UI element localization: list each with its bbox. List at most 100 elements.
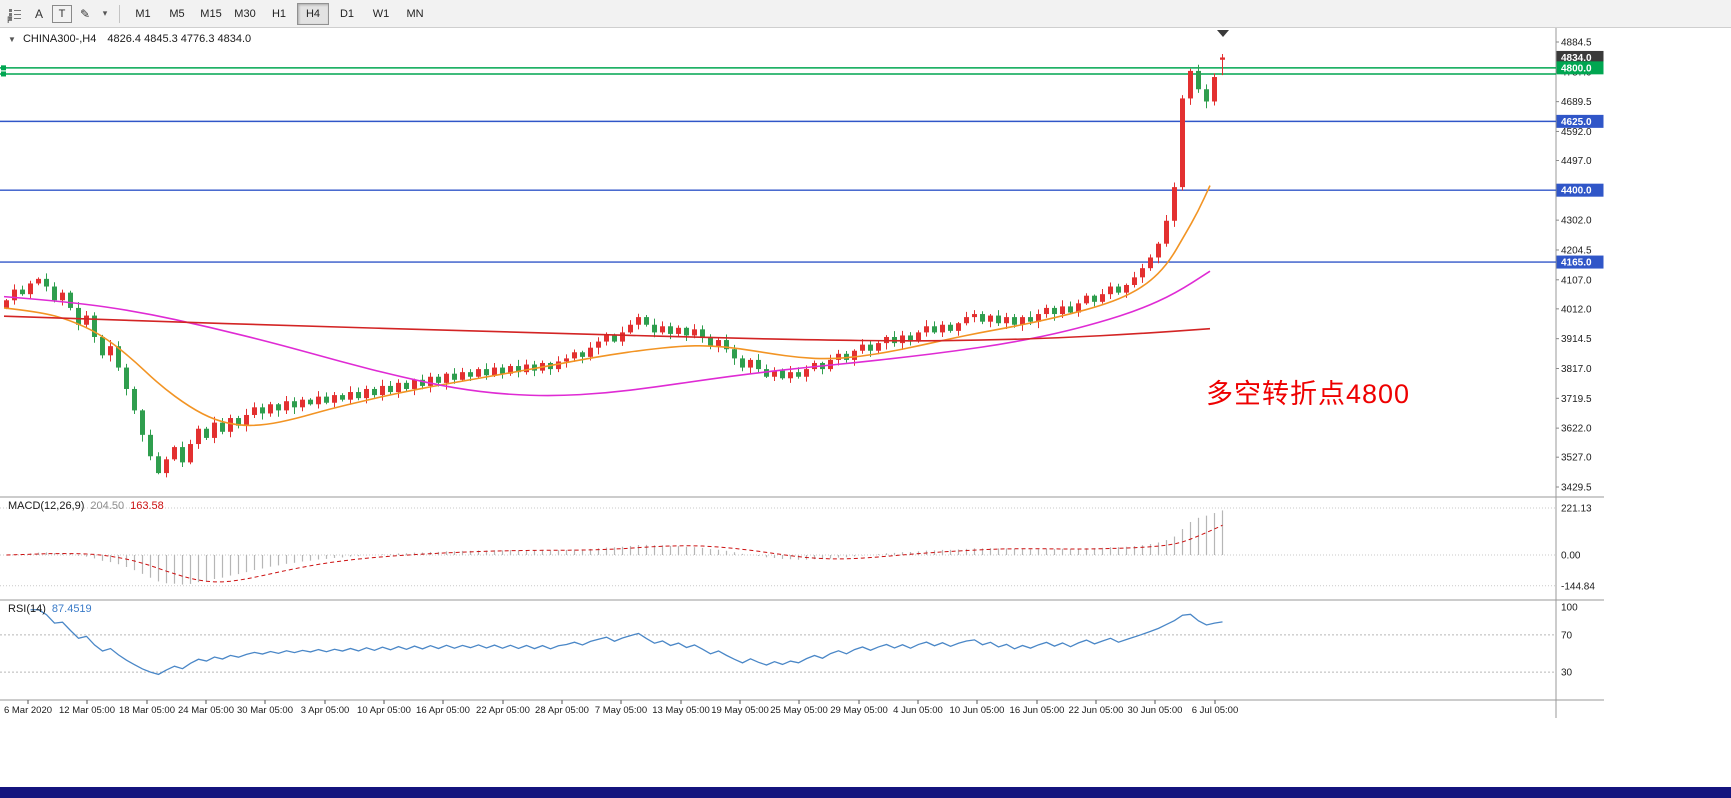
- price-scale-label: 4592.0: [1561, 127, 1592, 138]
- time-axis: 6 Mar 2020 12 Mar 05:00 18 Mar 05:00 24 Mar…: [4, 700, 1238, 716]
- price-axis: 4884.54787.04689.54592.04497.04400.04302…: [1556, 38, 1604, 494]
- price-scale-label: 4302.0: [1561, 216, 1592, 227]
- chart-ohlc-values: 4826.4 4845.3 4776.3 4834.0: [107, 33, 252, 45]
- time-axis-label: 4 Jun 05:00: [893, 705, 943, 716]
- time-axis-label: 22 Jun 05:00: [1069, 705, 1124, 716]
- time-axis-label: 30 Mar 05:00: [237, 705, 293, 716]
- price-tag-4834.0[interactable]: [1556, 50, 1604, 64]
- toolbar-f-label: F: [7, 15, 13, 25]
- macd-scale-label: -144.84: [1561, 581, 1595, 592]
- toolbar: A T ✎ ▾ M1 M5 M15 M30 H1 H4 D1 W1 MN F: [0, 0, 1731, 28]
- price-scale-label: 4107.0: [1561, 275, 1592, 286]
- price-scale-label: 3817.0: [1561, 364, 1592, 375]
- price-tag-4800.0[interactable]: [1556, 61, 1604, 75]
- time-axis-label: 16 Apr 05:00: [416, 705, 470, 716]
- draw-tool-button[interactable]: ✎: [79, 6, 91, 21]
- price-tag-4165.0[interactable]: [1556, 255, 1604, 269]
- timeframe-button-m1[interactable]: M1: [135, 7, 151, 20]
- horizontal-lines[interactable]: [0, 65, 1556, 263]
- hline-handle[interactable]: [1, 71, 6, 77]
- price-tag-label: 4625.0: [1561, 117, 1592, 128]
- price-scale-label: 3622.0: [1561, 424, 1592, 435]
- price-tag-4400.0[interactable]: [1556, 183, 1604, 197]
- hline-handle[interactable]: [1, 65, 6, 71]
- moving-averages: [3, 185, 1211, 427]
- timeframe-button-m5[interactable]: M5: [169, 7, 185, 20]
- chart-collapse-icon[interactable]: ▼: [8, 35, 16, 44]
- price-scale-label: 4497.0: [1561, 156, 1592, 167]
- timeframe-button-h4[interactable]: H4: [297, 2, 329, 25]
- rsi-name: RSI(14): [8, 603, 46, 615]
- rsi-panel: [0, 609, 1556, 676]
- macd-histogram: [13, 510, 1224, 585]
- rsi-scale-label: 70: [1561, 630, 1573, 641]
- price-scale-label: 4204.5: [1561, 245, 1592, 256]
- time-axis-label: 6 Mar 2020: [4, 705, 52, 716]
- draw-dropdown-arrow-icon[interactable]: ▾: [102, 8, 108, 18]
- timeframe-button-m30[interactable]: M30: [234, 7, 256, 20]
- timeframe-button-m15[interactable]: M15: [200, 7, 222, 20]
- time-axis-label: 6 Jul 05:00: [1192, 705, 1238, 716]
- macd-signal-line: [6, 524, 1223, 583]
- time-axis-label: 12 Mar 05:00: [59, 705, 115, 716]
- price-tag-label: 4834.0: [1561, 53, 1592, 64]
- macd-signal-value: 163.58: [130, 500, 164, 512]
- timeframe-button-d1[interactable]: D1: [339, 7, 355, 20]
- timeframe-button-h1[interactable]: H1: [271, 7, 287, 20]
- toolbar-separator: [119, 4, 120, 23]
- price-scale-label: 3527.0: [1561, 453, 1592, 464]
- timeframe-button-mn[interactable]: MN: [406, 7, 424, 20]
- rsi-line: [30, 609, 1223, 676]
- cursor-tool-button[interactable]: A: [34, 6, 43, 21]
- rsi-scale-label: 100: [1561, 603, 1578, 614]
- time-axis-label: 13 May 05:00: [652, 705, 710, 716]
- rsi-scale-label: 30: [1561, 668, 1573, 679]
- text-tool-button[interactable]: T: [52, 4, 72, 23]
- time-axis-label: 16 Jun 05:00: [1010, 705, 1065, 716]
- timeframe-group: M1 M5 M15 M30 H1 H4 D1 W1 MN: [127, 2, 431, 25]
- list-icon: [9, 8, 21, 20]
- macd-name: MACD(12,26,9): [8, 500, 85, 512]
- time-axis-label: 25 May 05:00: [770, 705, 828, 716]
- time-axis-label: 29 May 05:00: [830, 705, 888, 716]
- price-scale-label: 3914.5: [1561, 334, 1592, 345]
- ma-medium-magenta: [3, 270, 1211, 397]
- price-tag-4625.0[interactable]: [1556, 114, 1604, 128]
- macd-label: MACD(12,26,9) 204.50 163.58: [8, 500, 170, 512]
- taskbar-strip: [0, 787, 1731, 798]
- candlestick-series: [4, 53, 1225, 478]
- chart-shift-marker-icon: [1217, 30, 1229, 37]
- time-axis-label: 28 Apr 05:00: [535, 705, 589, 716]
- rsi-label: RSI(14) 87.4519: [8, 603, 98, 615]
- time-axis-label: 19 May 05:00: [711, 705, 769, 716]
- charts-menu-icon[interactable]: [4, 3, 26, 25]
- time-axis-label: 7 May 05:00: [595, 705, 647, 716]
- timeframe-button-w1[interactable]: W1: [372, 7, 390, 20]
- price-scale-label: 3429.5: [1561, 483, 1592, 494]
- time-axis-label: 30 Jun 05:00: [1128, 705, 1183, 716]
- panel-frame: [0, 28, 1604, 718]
- chart-symbol-period: CHINA300-,H4: [22, 33, 97, 45]
- rsi-value: 87.4519: [51, 603, 92, 615]
- subpanel-axis: 221.13 0.00 -144.84 100 70 30: [1561, 503, 1595, 678]
- macd-scale-label: 221.13: [1561, 503, 1592, 514]
- price-scale-label: 4884.5: [1561, 38, 1592, 49]
- macd-main-value: 204.50: [90, 500, 125, 512]
- ma-slow-red: [3, 315, 1211, 342]
- price-tag-label: 4400.0: [1561, 186, 1592, 197]
- price-scale-label: 4012.0: [1561, 304, 1592, 315]
- price-tag-label: 4165.0: [1561, 258, 1592, 269]
- time-axis-label: 24 Mar 05:00: [178, 705, 234, 716]
- time-axis-label: 22 Apr 05:00: [476, 705, 530, 716]
- price-scale-label: 4689.5: [1561, 97, 1592, 108]
- time-axis-label: 18 Mar 05:00: [119, 705, 175, 716]
- ma-fast-orange: [3, 185, 1211, 427]
- time-axis-label: 3 Apr 05:00: [301, 705, 350, 716]
- price-annotation-text[interactable]: 多空转折点4800: [1206, 379, 1411, 409]
- price-scale-label: 3719.5: [1561, 394, 1592, 405]
- chart-title: ▼ CHINA300-,H4 4826.4 4845.3 4776.3 4834…: [8, 33, 251, 45]
- macd-scale-label: 0.00: [1561, 551, 1581, 562]
- time-axis-label: 10 Apr 05:00: [357, 705, 411, 716]
